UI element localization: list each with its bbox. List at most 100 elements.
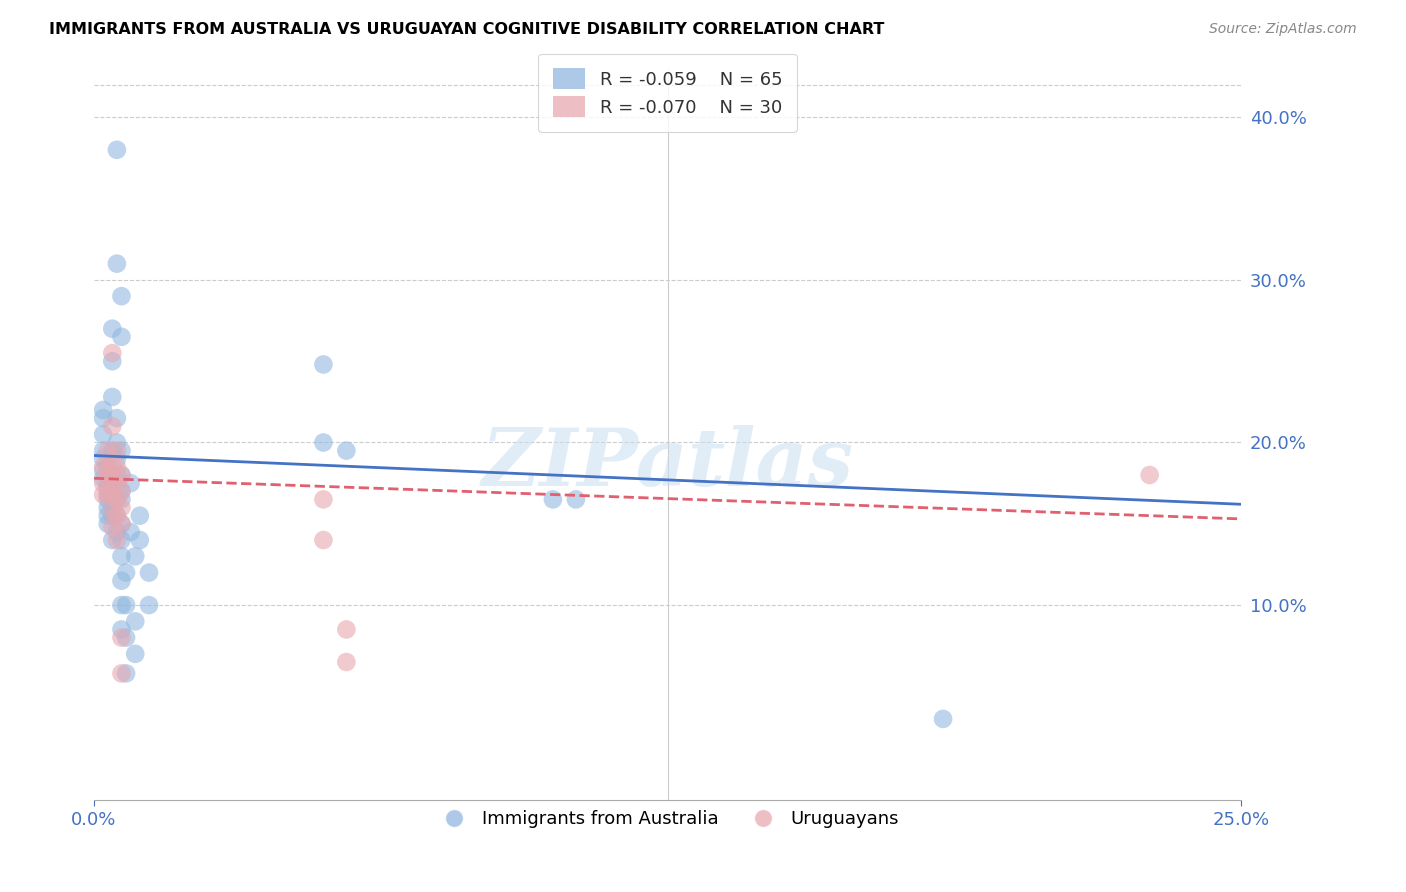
Point	[97, 459, 120, 474]
Point	[91, 411, 114, 425]
Point	[110, 574, 132, 588]
Point	[105, 257, 128, 271]
Point	[110, 631, 132, 645]
Point	[91, 463, 114, 477]
Point	[105, 492, 128, 507]
Point	[115, 566, 138, 580]
Point	[110, 549, 132, 564]
Point	[97, 481, 120, 495]
Point	[565, 492, 588, 507]
Point	[101, 321, 124, 335]
Point	[101, 471, 124, 485]
Point	[105, 476, 128, 491]
Point	[312, 533, 335, 547]
Point	[91, 487, 114, 501]
Point	[128, 508, 150, 523]
Point	[110, 533, 132, 547]
Point	[91, 403, 114, 417]
Point	[105, 411, 128, 425]
Point	[101, 487, 124, 501]
Point	[101, 508, 124, 523]
Point	[91, 459, 114, 474]
Point	[110, 516, 132, 531]
Point	[105, 524, 128, 539]
Point	[110, 516, 132, 531]
Point	[120, 476, 142, 491]
Point	[110, 598, 132, 612]
Point	[124, 615, 146, 629]
Point	[138, 566, 160, 580]
Point	[101, 500, 124, 515]
Point	[110, 492, 132, 507]
Point	[105, 459, 128, 474]
Point	[110, 289, 132, 303]
Point	[312, 492, 335, 507]
Point	[110, 443, 132, 458]
Point	[97, 487, 120, 501]
Point	[124, 647, 146, 661]
Point	[110, 484, 132, 499]
Point	[97, 492, 120, 507]
Point	[110, 484, 132, 499]
Point	[91, 476, 114, 491]
Point	[91, 451, 114, 466]
Point	[110, 666, 132, 681]
Point	[115, 598, 138, 612]
Point	[312, 358, 335, 372]
Text: Source: ZipAtlas.com: Source: ZipAtlas.com	[1209, 22, 1357, 37]
Point	[91, 471, 114, 485]
Point	[97, 487, 120, 501]
Text: IMMIGRANTS FROM AUSTRALIA VS URUGUAYAN COGNITIVE DISABILITY CORRELATION CHART: IMMIGRANTS FROM AUSTRALIA VS URUGUAYAN C…	[49, 22, 884, 37]
Point	[124, 549, 146, 564]
Point	[105, 508, 128, 523]
Point	[105, 443, 128, 458]
Point	[97, 443, 120, 458]
Point	[101, 533, 124, 547]
Point	[101, 354, 124, 368]
Point	[101, 468, 124, 483]
Point	[101, 459, 124, 474]
Point	[110, 468, 132, 483]
Point	[101, 419, 124, 434]
Point	[541, 492, 564, 507]
Point	[110, 330, 132, 344]
Point	[101, 390, 124, 404]
Point	[97, 471, 120, 485]
Point	[105, 533, 128, 547]
Point	[97, 459, 120, 474]
Point	[335, 655, 357, 669]
Legend: Immigrants from Australia, Uruguayans: Immigrants from Australia, Uruguayans	[429, 803, 905, 835]
Point	[105, 508, 128, 523]
Point	[115, 631, 138, 645]
Point	[932, 712, 955, 726]
Point	[115, 666, 138, 681]
Point	[120, 524, 142, 539]
Point	[1139, 468, 1161, 483]
Point	[138, 598, 160, 612]
Point	[97, 516, 120, 531]
Point	[110, 468, 132, 483]
Point	[335, 443, 357, 458]
Point	[105, 476, 128, 491]
Point	[101, 487, 124, 501]
Point	[101, 346, 124, 360]
Point	[91, 427, 114, 442]
Text: ZIPatlas: ZIPatlas	[482, 425, 853, 502]
Point	[110, 500, 132, 515]
Point	[97, 476, 120, 491]
Point	[101, 520, 124, 534]
Point	[105, 451, 128, 466]
Point	[312, 435, 335, 450]
Point	[101, 476, 124, 491]
Point	[110, 623, 132, 637]
Point	[128, 533, 150, 547]
Point	[105, 435, 128, 450]
Point	[101, 443, 124, 458]
Point	[105, 492, 128, 507]
Point	[101, 504, 124, 518]
Point	[97, 508, 120, 523]
Point	[105, 143, 128, 157]
Point	[105, 468, 128, 483]
Point	[335, 623, 357, 637]
Point	[97, 500, 120, 515]
